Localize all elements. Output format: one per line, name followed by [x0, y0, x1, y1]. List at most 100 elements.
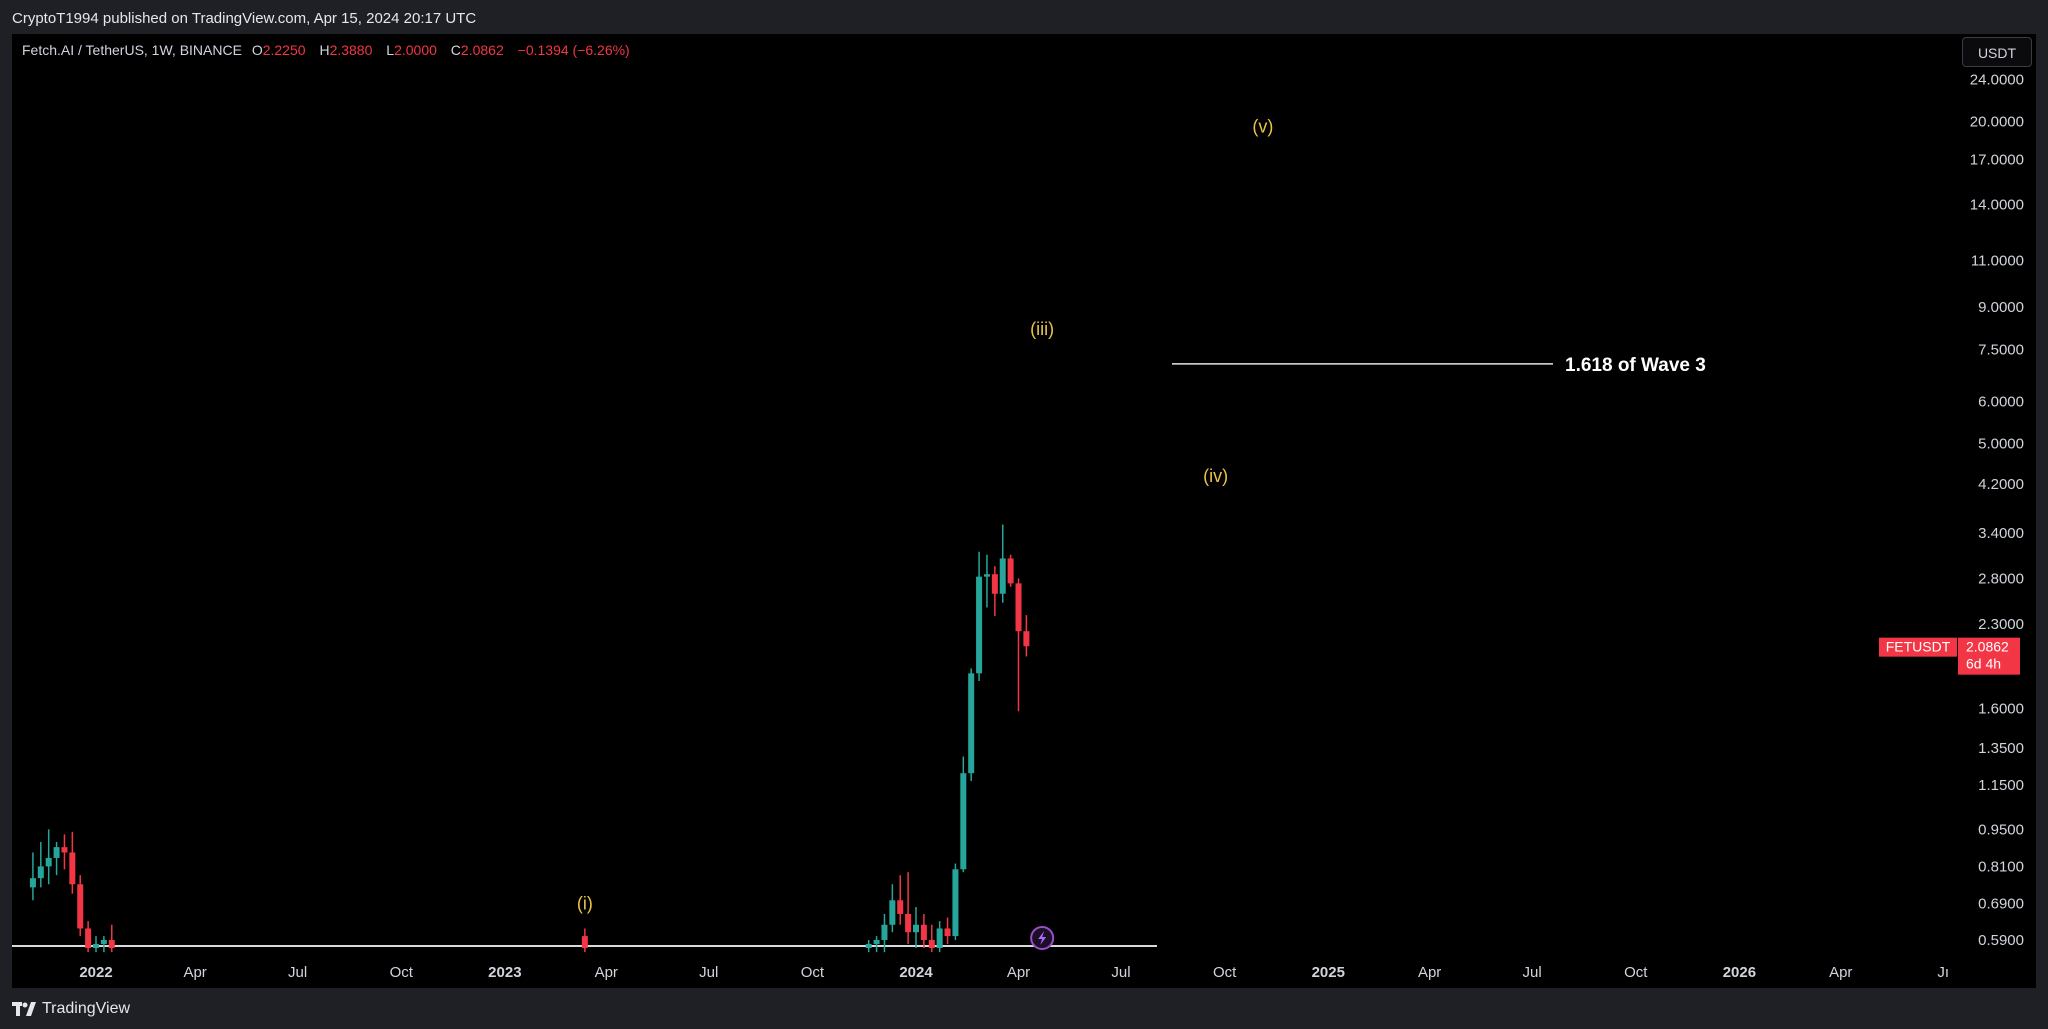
open-value: 2.2250	[262, 42, 306, 58]
close-value: 2.0862	[460, 42, 504, 58]
candle-body	[936, 928, 943, 948]
y-tick-label: 14.0000	[1970, 197, 2024, 214]
candle	[581, 928, 588, 953]
symbol-tag-text: FETUSDT	[1886, 639, 1951, 655]
candle-body	[905, 913, 912, 933]
x-tick-label: 2023	[488, 964, 521, 981]
y-tick-label: 6.0000	[1978, 393, 2024, 410]
tradingview-logo-icon	[12, 1002, 36, 1016]
y-tick-label: 11.0000	[1971, 253, 2024, 270]
candle-body	[897, 900, 904, 914]
candle	[976, 551, 983, 681]
lightning-icon-bolt	[1038, 931, 1047, 945]
x-tick-label: 2022	[79, 964, 112, 981]
candle-body	[100, 939, 107, 944]
candle	[69, 831, 76, 894]
candle-body	[37, 866, 44, 879]
x-tick-label: Oct	[1624, 964, 1648, 981]
candle-body	[1015, 583, 1022, 632]
candle-body	[53, 847, 60, 858]
candle	[865, 939, 872, 953]
y-tick-label: 1.1500	[1978, 777, 2024, 794]
x-tick-label: Jul	[1111, 964, 1130, 981]
candle	[920, 913, 927, 948]
candle	[53, 841, 60, 876]
x-tick-label: Apr	[595, 964, 618, 981]
candle	[29, 852, 36, 901]
candle	[944, 917, 951, 944]
x-tick-label: Oct	[801, 964, 825, 981]
publish-bar: CryptoT1994 published on TradingView.com…	[0, 0, 2048, 36]
candle	[61, 834, 68, 870]
lightning-icon	[1030, 926, 1055, 950]
x-tick-label: Apr	[183, 964, 206, 981]
candle-body	[29, 878, 36, 888]
high-label: H	[319, 42, 330, 58]
candle	[889, 884, 896, 933]
candle	[928, 924, 935, 953]
x-tick-label: 2024	[899, 964, 933, 981]
y-tick-label: 2.8000	[1978, 570, 2024, 587]
wave-label: (i)	[577, 894, 593, 914]
chart-area[interactable]	[12, 34, 2036, 988]
candle	[1023, 615, 1030, 657]
y-tick-label: 0.8100	[1978, 858, 2024, 875]
x-tick-label: 2025	[1312, 964, 1345, 981]
candle-body	[913, 924, 919, 933]
candle-body	[108, 939, 115, 948]
x-tick-label: 2026	[1723, 964, 1756, 981]
candle-body	[45, 857, 52, 867]
change-value: −0.1394 (−6.26%)	[517, 42, 630, 58]
candle-body	[61, 847, 68, 853]
candle	[952, 863, 959, 940]
candle	[93, 936, 99, 953]
candle	[37, 841, 44, 888]
y-tick-label: 3.4000	[1978, 525, 2024, 542]
candle	[1007, 554, 1014, 587]
price-chart[interactable]: 24.0000 20.0000 17.0000 14.0000 11.0000 9.000…	[0, 0, 2048, 990]
candle-body	[928, 939, 935, 948]
candle-body	[960, 773, 967, 870]
ohlc-legend: Fetch.AI / TetherUS, 1W, BINANCE O2.2250…	[22, 42, 640, 58]
currency-button[interactable]: USDT	[1962, 37, 2032, 67]
open-label: O	[251, 42, 263, 58]
x-tick-label: Oct	[1213, 964, 1237, 981]
y-tick-label: 1.6000	[1978, 700, 2024, 717]
tradingview-logo[interactable]: TradingView	[12, 1000, 130, 1018]
candle-body	[983, 574, 990, 577]
price-tag-bg	[1958, 637, 2020, 675]
candle	[100, 936, 107, 953]
close-label: C	[450, 42, 461, 58]
footer-brand: TradingView	[42, 1000, 131, 1017]
wave-label: (v)	[1252, 116, 1273, 136]
candle	[873, 936, 880, 953]
y-tick-label: 24.0000	[1970, 71, 2024, 88]
fib-target-label: 1.618 of Wave 3	[1565, 355, 1706, 376]
x-tick-label: Apr	[1829, 964, 1852, 981]
candle-body	[881, 924, 888, 940]
candle	[936, 921, 943, 953]
candle-body	[873, 939, 880, 944]
y-tick-label: 7.5000	[1978, 341, 2024, 358]
candle	[85, 921, 92, 953]
y-tick-label: 5.0000	[1978, 436, 2024, 453]
low-value: 2.0000	[394, 42, 437, 58]
candle	[913, 907, 919, 948]
high-value: 2.3880	[329, 42, 373, 58]
y-tick-label: 9.0000	[1978, 299, 2024, 316]
x-tick-label: Jul	[1523, 964, 1542, 981]
candle-body	[968, 673, 975, 774]
candle-body	[77, 884, 84, 929]
candle-body	[944, 928, 951, 937]
candle	[999, 524, 1006, 603]
y-tick-label: 0.6900	[1978, 896, 2024, 913]
candle-body	[85, 928, 92, 948]
x-tick-label: Jul	[699, 964, 718, 981]
candle	[905, 872, 912, 944]
y-tick-label: 20.0000	[1970, 114, 2024, 131]
candle-body	[581, 936, 588, 948]
candle-body	[976, 576, 983, 674]
candle	[991, 566, 998, 617]
candle	[45, 829, 52, 885]
